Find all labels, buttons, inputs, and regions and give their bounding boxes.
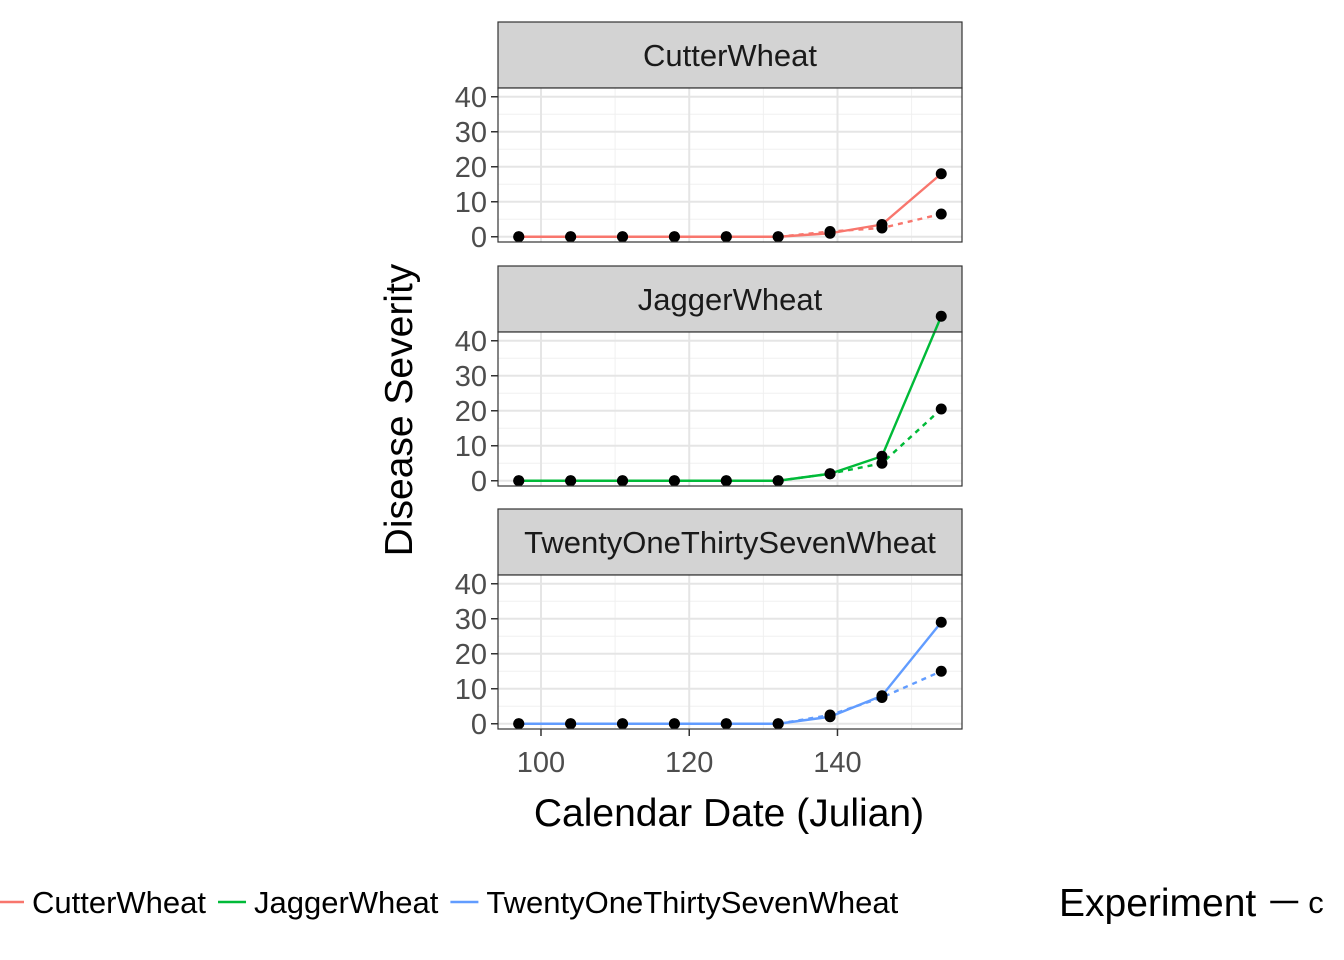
data-point	[824, 226, 836, 237]
data-point	[824, 709, 836, 721]
y-tick-label: 20	[455, 639, 487, 671]
data-point	[720, 475, 732, 487]
panel-border	[497, 574, 963, 730]
data-point	[876, 457, 888, 469]
plot-background	[498, 575, 962, 729]
facet-strip	[497, 21, 963, 89]
data-point	[876, 692, 888, 703]
data-point	[935, 665, 947, 677]
y-tick-label: 10	[455, 187, 487, 219]
data-point	[668, 231, 680, 243]
facet-panels: CutterWheat010203040JaggerWheat010203040…	[455, 21, 963, 779]
facet-strip-label: CutterWheat	[643, 38, 817, 73]
data-point	[935, 616, 947, 628]
data-point	[935, 310, 947, 322]
facet-strip-label: TwentyOneThirtySevenWheat	[524, 525, 936, 560]
data-point	[935, 168, 947, 180]
x-tick-label: 140	[813, 747, 861, 779]
data-point	[772, 475, 784, 487]
data-point	[824, 468, 836, 480]
legend: CutterWheat JaggerWheat TwentyOneThirtySev…	[0, 882, 1324, 925]
data-point	[513, 231, 525, 243]
y-tick-label: 40	[455, 569, 487, 601]
y-tick-label: 0	[471, 222, 487, 254]
y-tick-label: 20	[455, 152, 487, 184]
facet-strip	[497, 508, 963, 576]
data-point	[772, 231, 784, 243]
legend-label: CutterWheat	[32, 885, 206, 920]
panel-border	[497, 331, 963, 487]
y-tick-label: 40	[455, 326, 487, 358]
plot-background	[498, 88, 962, 242]
y-tick-label: 30	[455, 361, 487, 393]
x-tick-label: 100	[517, 747, 565, 779]
legend-item-1: CutterWheat	[0, 885, 206, 920]
legend-item-3: TwentyOneThirtySevenWheat	[450, 885, 899, 920]
data-point	[772, 718, 784, 730]
data-point	[513, 718, 525, 730]
facet-strip-label: JaggerWheat	[638, 282, 823, 317]
legend-title-experiment: Experiment	[1059, 882, 1256, 925]
data-point	[513, 475, 525, 487]
data-point	[720, 231, 732, 243]
y-tick-label: 10	[455, 431, 487, 463]
data-point	[565, 475, 577, 487]
panel-border	[497, 87, 963, 243]
y-tick-label: 30	[455, 117, 487, 149]
y-tick-label: 0	[471, 466, 487, 498]
data-point	[617, 475, 629, 487]
y-tick-label: 0	[471, 709, 487, 741]
data-point	[935, 208, 947, 220]
data-point	[617, 231, 629, 243]
data-point	[565, 718, 577, 730]
y-tick-label: 20	[455, 396, 487, 428]
data-point	[935, 403, 947, 415]
y-axis-title: Disease Severity	[378, 263, 421, 556]
data-point	[668, 718, 680, 730]
x-axis-title: Calendar Date (Julian)	[534, 792, 924, 835]
data-point	[565, 231, 577, 243]
data-point	[617, 718, 629, 730]
data-point	[668, 475, 680, 487]
data-point	[720, 718, 732, 730]
legend-item-2: JaggerWheat	[218, 885, 439, 920]
legend-label: c	[1308, 885, 1324, 920]
facet-strip	[497, 265, 963, 333]
data-point	[876, 222, 888, 234]
legend-label: TwentyOneThirtySevenWheat	[486, 885, 898, 920]
y-tick-label: 30	[455, 604, 487, 636]
x-tick-label: 120	[665, 747, 713, 779]
y-tick-label: 40	[455, 82, 487, 114]
y-tick-label: 10	[455, 674, 487, 706]
legend-label: JaggerWheat	[254, 885, 439, 920]
